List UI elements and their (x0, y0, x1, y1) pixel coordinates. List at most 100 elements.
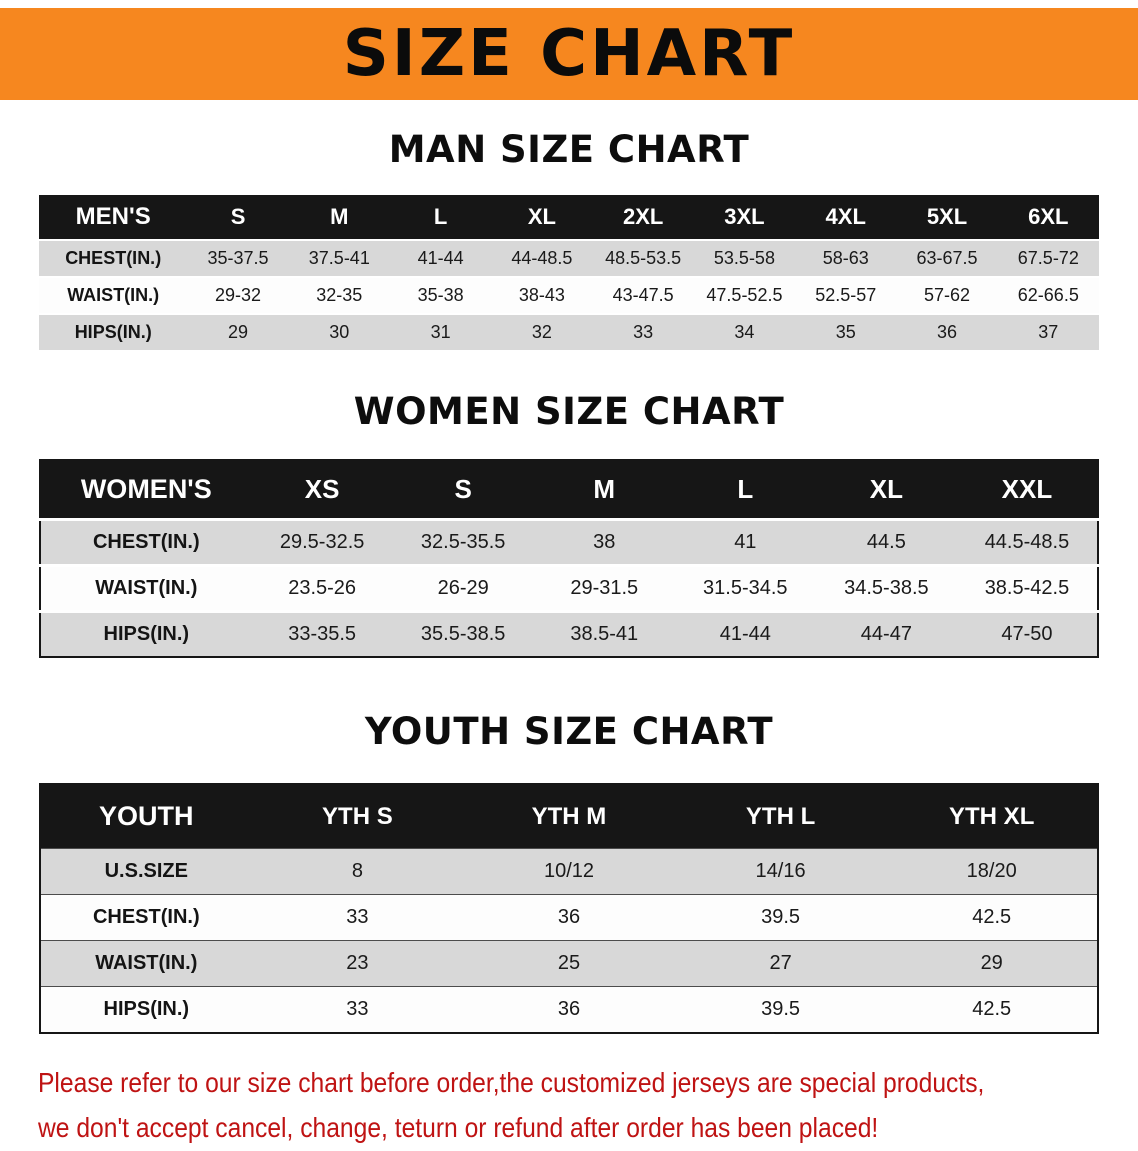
value-cell: 58-63 (822, 248, 869, 268)
women-size-chart-section: WOMEN SIZE CHART WOMEN'S XS S M L XL XXL CHEST(… (0, 390, 1138, 658)
value-cell: 44.5-48.5 (984, 531, 1070, 553)
size-header-cell: 6XL (1028, 204, 1069, 229)
row-label-cell: CHEST(IN.) (92, 906, 200, 928)
value-cell: 44.5 (866, 531, 906, 553)
men-chart-heading: MAN SIZE CHART (388, 128, 750, 171)
size-chart-page: SIZE CHART MAN SIZE CHART MEN'S S M L XL 2XL 3… (0, 8, 1138, 1151)
measurement-row: WAIST(IN.) 23.5-26 26-29 29-31.5 31.5-34.5 34… (40, 565, 1098, 612)
value-cell: 33-35.5 (288, 623, 357, 645)
value-cell: 67.5-72 (1017, 248, 1079, 268)
measurement-row: HIPS(IN.) 33 36 39.5 42.5 (40, 986, 1098, 1033)
value-cell: 41-44 (417, 248, 464, 268)
value-cell: 38-43 (518, 285, 565, 305)
banner: SIZE CHART (0, 8, 1138, 100)
value-cell: 52.5-57 (815, 285, 877, 305)
size-header-cell: M (593, 474, 616, 504)
youth-size-chart-section: YOUTH SIZE CHART YOUTH YTH S YTH M YTH L YTH… (0, 710, 1138, 1034)
measurement-row: CHEST(IN.) 29.5-32.5 32.5-35.5 38 41 44.5 44.5… (40, 519, 1098, 566)
size-header-cell: M (330, 204, 349, 229)
row-label-cell: HIPS(IN.) (74, 322, 152, 342)
value-cell: 62-66.5 (1017, 285, 1079, 305)
value-cell: 47-50 (1001, 623, 1053, 645)
value-cell: 37 (1038, 322, 1059, 342)
row-label-cell: HIPS(IN.) (103, 998, 190, 1020)
size-header-cell: L (737, 474, 754, 504)
value-cell: 36 (936, 322, 958, 342)
value-cell: 63-67.5 (916, 248, 978, 268)
value-cell: 32-35 (316, 285, 363, 305)
value-cell: 23 (346, 952, 369, 974)
size-header-cell: YTH XL (949, 802, 1035, 830)
men-size-chart-section: MAN SIZE CHART MEN'S S M L XL 2XL 3XL 4XL 5XL 6XL… (0, 128, 1138, 350)
value-cell: 33 (346, 998, 369, 1020)
table-title-cell: YOUTH (99, 801, 194, 831)
value-cell: 44-47 (860, 623, 912, 645)
row-label-cell: U.S.SIZE (104, 860, 188, 882)
disclaimer-line-1: Please refer to our size chart before or… (38, 1067, 985, 1098)
value-cell: 42.5 (972, 906, 1012, 928)
women-chart-heading: WOMEN SIZE CHART (353, 390, 785, 433)
value-cell: 30 (329, 322, 350, 342)
value-cell: 23.5-26 (288, 577, 357, 599)
size-header-cell: XS (304, 474, 340, 504)
measurement-row: CHEST(IN.) 33 36 39.5 42.5 (40, 894, 1098, 941)
size-header-cell: YTH M (531, 802, 607, 830)
value-cell: 47.5-52.5 (706, 285, 783, 305)
size-header-cell: 3XL (724, 204, 765, 229)
value-cell: 34.5-38.5 (844, 577, 929, 599)
men-size-table: MEN'S S M L XL 2XL 3XL 4XL 5XL 6XL CHEST(IN.) 35-37… (39, 195, 1099, 350)
measurement-row: U.S.SIZE 8 10/12 14/16 18/20 (40, 848, 1098, 895)
value-cell: 38.5-42.5 (984, 577, 1070, 599)
value-cell: 29-31.5 (570, 577, 639, 599)
value-cell: 29.5-32.5 (279, 531, 365, 553)
value-cell: 29 (228, 322, 249, 342)
row-label-cell: HIPS(IN.) (103, 623, 190, 645)
value-cell: 33 (346, 906, 369, 928)
value-cell: 48.5-53.5 (605, 248, 682, 268)
value-cell: 31.5-34.5 (703, 577, 788, 599)
measurement-row: WAIST(IN.) 23 25 27 29 (40, 940, 1098, 987)
measurement-row: CHEST(IN.) 35-37.5 37.5-41 41-44 44-48.5 48.5… (39, 240, 1099, 277)
size-header-cell: L (433, 204, 448, 229)
size-table-header-row: WOMEN'S XS S M L XL XXL (40, 460, 1098, 520)
size-header-cell: XL (527, 204, 556, 229)
row-label-cell: CHEST(IN.) (92, 531, 200, 553)
value-cell: 38.5-41 (570, 623, 639, 645)
value-cell: 43-47.5 (612, 285, 674, 305)
size-table-header-row: YOUTH YTH S YTH M YTH L YTH XL (40, 784, 1098, 849)
value-cell: 14/16 (755, 860, 806, 882)
disclaimer: Please refer to our size chart before or… (38, 1060, 1138, 1151)
page-title: SIZE CHART (342, 17, 796, 91)
value-cell: 34 (734, 322, 755, 342)
value-cell: 36 (557, 998, 581, 1020)
size-header-cell: 5XL (926, 204, 968, 229)
size-header-cell: 2XL (622, 204, 664, 229)
row-label-cell: WAIST(IN.) (67, 285, 160, 305)
table-title-cell: WOMEN'S (80, 474, 212, 504)
value-cell: 38 (593, 531, 616, 553)
value-cell: 41-44 (719, 623, 771, 645)
value-cell: 35-37.5 (207, 248, 269, 268)
value-cell: 37.5-41 (308, 248, 370, 268)
value-cell: 39.5 (761, 906, 801, 928)
value-cell: 31 (430, 322, 451, 342)
value-cell: 42.5 (972, 998, 1012, 1020)
value-cell: 26-29 (437, 577, 489, 599)
disclaimer-line-2: we don't accept cancel, change, teturn o… (38, 1112, 879, 1144)
size-header-cell: XL (869, 474, 903, 504)
value-cell: 35.5-38.5 (420, 623, 506, 645)
table-title-cell: MEN'S (75, 203, 151, 230)
value-cell: 44-48.5 (511, 248, 573, 268)
value-cell: 57-62 (923, 285, 971, 305)
women-size-table: WOMEN'S XS S M L XL XXL CHEST(IN.) 29.5-32.5 32.5… (39, 459, 1099, 658)
value-cell: 35-38 (417, 285, 464, 305)
value-cell: 32.5-35.5 (420, 531, 506, 553)
size-header-cell: YTH S (322, 802, 393, 830)
value-cell: 36 (557, 906, 581, 928)
row-label-cell: WAIST(IN.) (95, 577, 198, 599)
measurement-row: HIPS(IN.) 29 30 31 32 33 34 35 36 37 (39, 314, 1099, 350)
value-cell: 32 (531, 322, 552, 342)
value-cell: 39.5 (761, 998, 801, 1020)
size-header-cell: 4XL (825, 204, 866, 229)
value-cell: 41 (734, 531, 757, 553)
